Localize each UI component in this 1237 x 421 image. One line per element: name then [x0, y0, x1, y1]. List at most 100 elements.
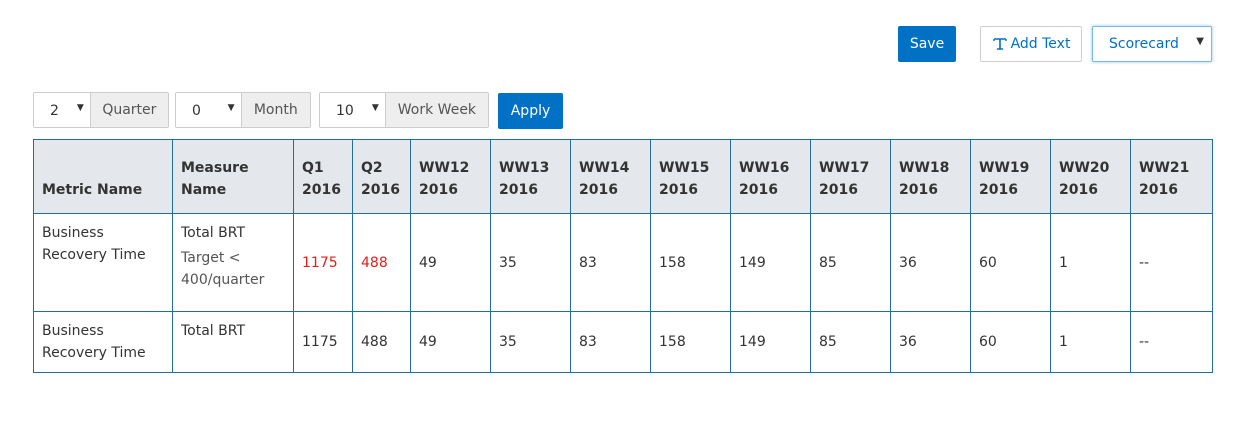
value-cell: 488: [352, 213, 411, 312]
column-header: Q1 2016: [293, 139, 353, 214]
column-header: Measure Name: [172, 139, 294, 214]
value-cell: 35: [490, 213, 571, 312]
column-header: WW14 2016: [570, 139, 651, 214]
value-cell: 1: [1050, 311, 1131, 373]
column-header: WW20 2016: [1050, 139, 1131, 214]
work-week-filter: 10 ▼ Work Week: [319, 92, 489, 128]
value-cell: 1175: [293, 213, 353, 312]
column-header: WW21 2016: [1130, 139, 1213, 214]
measure-name-cell: Total BRT Target < 400/quarter: [172, 213, 294, 312]
work-week-select-value: 10: [336, 103, 354, 119]
column-header: WW15 2016: [650, 139, 731, 214]
column-header-label: WW18: [899, 160, 950, 176]
value-cell: 85: [810, 213, 891, 312]
value-cell: --: [1130, 311, 1213, 373]
measure-name-cell: Total BRT: [172, 311, 294, 373]
column-header-label: WW21: [1139, 160, 1190, 176]
scorecard-table: Metric Name Measure Name Q1 2016 Q2 2016 W…: [33, 139, 1213, 373]
measure-target: Target < 400/quarter: [181, 250, 265, 288]
month-label: Month: [240, 93, 310, 127]
quarter-label: Quarter: [89, 93, 168, 127]
value-cell: 158: [650, 311, 731, 373]
column-header-year: 2016: [819, 182, 858, 198]
measure-name: Total BRT: [181, 225, 246, 241]
column-header-year: 2016: [739, 182, 778, 198]
metric-name-cell: Business Recovery Time: [33, 213, 173, 312]
value-cell: 49: [410, 213, 491, 312]
column-header-label: WW13: [499, 160, 550, 176]
column-header: WW17 2016: [810, 139, 891, 214]
column-header-label: WW20: [1059, 160, 1110, 176]
column-header-label: WW16: [739, 160, 790, 176]
column-header-year: 2016: [979, 182, 1018, 198]
value-cell: 1: [1050, 213, 1131, 312]
caret-down-icon: ▼: [1196, 36, 1204, 47]
column-header-label: WW17: [819, 160, 870, 176]
value-cell: 35: [490, 311, 571, 373]
column-header-label: Measure Name: [181, 160, 249, 198]
value-cell: 1175: [293, 311, 353, 373]
table-row: Business Recovery Time Total BRT 1175 48…: [33, 311, 1213, 373]
column-header-year: 2016: [1059, 182, 1098, 198]
add-text-label: Add Text: [1010, 36, 1071, 52]
work-week-label: Work Week: [384, 93, 488, 127]
caret-down-icon: ▼: [76, 103, 84, 113]
view-select[interactable]: Scorecard ▼: [1092, 26, 1212, 62]
column-header: WW18 2016: [890, 139, 971, 214]
column-header-label: Q2: [361, 160, 383, 176]
column-header-label: WW19: [979, 160, 1030, 176]
metric-name-cell: Business Recovery Time: [33, 311, 173, 373]
quarter-select[interactable]: 2 ▼: [34, 93, 90, 127]
column-header: WW19 2016: [970, 139, 1051, 214]
column-header: WW12 2016: [410, 139, 491, 214]
caret-down-icon: ▼: [227, 103, 235, 113]
column-header-label: WW14: [579, 160, 630, 176]
table-header-row: Metric Name Measure Name Q1 2016 Q2 2016 W…: [33, 139, 1213, 214]
column-header: Metric Name: [33, 139, 173, 214]
column-header-label: WW12: [419, 160, 470, 176]
work-week-select[interactable]: 10 ▼: [320, 93, 385, 127]
value-cell: 83: [570, 213, 651, 312]
value-cell: 158: [650, 213, 731, 312]
caret-down-icon: ▼: [371, 103, 379, 113]
column-header: WW16 2016: [730, 139, 811, 214]
value-cell: 60: [970, 213, 1051, 312]
view-select-value: Scorecard: [1109, 36, 1179, 52]
apply-button[interactable]: Apply: [498, 93, 563, 129]
month-select[interactable]: 0 ▼: [176, 93, 241, 127]
value-cell: 149: [730, 213, 811, 312]
quarter-select-value: 2: [50, 103, 59, 119]
metric-name: Business Recovery Time: [42, 225, 146, 263]
value-cell: 36: [890, 311, 971, 373]
value-cell: 85: [810, 311, 891, 373]
measure-name: Total BRT: [181, 323, 246, 339]
value-cell: 60: [970, 311, 1051, 373]
value-cell: 49: [410, 311, 491, 373]
column-header: WW13 2016: [490, 139, 571, 214]
value-cell: 488: [352, 311, 411, 373]
column-header-year: 2016: [659, 182, 698, 198]
value-cell: 149: [730, 311, 811, 373]
column-header-year: 2016: [579, 182, 618, 198]
column-header-year: 2016: [361, 182, 400, 198]
text-cursor-icon: [992, 36, 1008, 52]
column-header-year: 2016: [499, 182, 538, 198]
column-header-year: 2016: [899, 182, 938, 198]
month-filter: 0 ▼ Month: [175, 92, 311, 128]
add-text-button[interactable]: Add Text: [980, 26, 1082, 62]
month-select-value: 0: [192, 103, 201, 119]
value-cell: 83: [570, 311, 651, 373]
column-header-year: 2016: [1139, 182, 1178, 198]
metric-name: Business Recovery Time: [42, 323, 146, 361]
column-header-year: 2016: [302, 182, 341, 198]
column-header-year: 2016: [419, 182, 458, 198]
column-header-label: Metric Name: [42, 182, 143, 198]
value-cell: --: [1130, 213, 1213, 312]
value-cell: 36: [890, 213, 971, 312]
save-button[interactable]: Save: [898, 26, 956, 62]
column-header-label: Q1: [302, 160, 324, 176]
column-header-label: WW15: [659, 160, 710, 176]
quarter-filter: 2 ▼ Quarter: [33, 92, 169, 128]
table-row: Business Recovery Time Total BRT Target …: [33, 213, 1213, 312]
column-header: Q2 2016: [352, 139, 411, 214]
